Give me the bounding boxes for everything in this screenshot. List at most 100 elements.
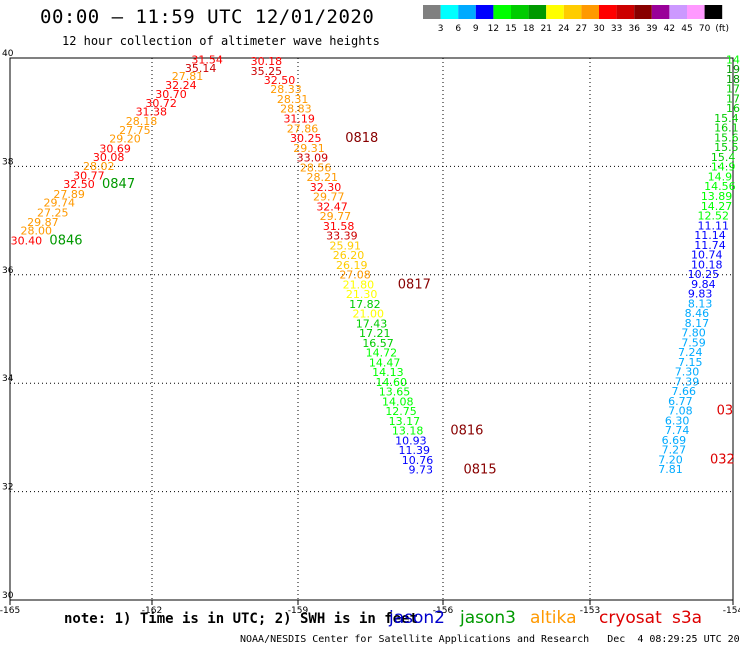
swh-value: 7.39 [675,375,700,388]
swh-value: 28.21 [306,171,338,184]
swh-value: 30.69 [99,142,131,155]
colorbar-label: 12 [488,24,499,34]
swh-value: 9.84 [691,278,716,291]
swh-value: 25.91 [329,239,361,252]
colorbar-swatch [651,5,670,19]
colorbar-swatch [511,5,529,19]
colorbar-label: 33 [611,24,622,34]
colorbar-label: (ft) [715,24,729,34]
colorbar-label: 24 [558,24,570,34]
colorbar-label: 36 [628,24,640,34]
time-label: 03 [717,404,734,419]
swh-value: 28.33 [270,83,302,96]
swh-value: 28.00 [21,225,53,238]
swh-value: 16 [726,102,740,115]
colorbar-swatch [475,5,494,19]
swh-value: 28.31 [277,93,309,106]
swh-value: 7.59 [681,336,706,349]
swh-value: 30.18 [251,55,283,68]
track-b: 30.1835.2532.5028.3328.3128.8331.1927.86… [251,55,497,478]
swh-value: 27.75 [119,124,151,137]
swh-value: 14.72 [366,347,398,360]
swh-value: 9.83 [688,288,713,301]
swh-value: 18 [726,73,740,86]
colorbar-swatch [669,5,687,19]
colorbar-label: 21 [540,24,551,34]
swh-value: 28.02 [83,160,115,173]
swh-value: 30.08 [93,151,125,164]
colorbar-swatch [634,5,652,19]
x-tick-label: -154 [723,606,740,616]
swh-value: 32.24 [165,79,197,92]
swh-value: 21.30 [346,288,378,301]
swh-value: 14.08 [382,395,414,408]
swh-value: 6.30 [665,414,690,427]
chart-subtitle: 12 hour collection of altimeter wave hei… [62,34,380,48]
swh-value: 33.39 [326,230,358,243]
swh-value: 13.18 [392,425,424,438]
swh-value: 12.75 [385,405,417,418]
swh-value: 27.25 [37,206,69,219]
swh-value: 27.08 [339,269,371,282]
swh-value: 7.74 [665,424,690,437]
swh-value: 13.89 [701,190,733,203]
track-a: 31.5435.1427.8132.2430.7030.7231.3828.18… [11,53,223,248]
colorbar-swatch [704,5,723,19]
swh-value: 30.40 [11,234,43,247]
colorbar-label: 6 [455,24,461,34]
note-text: note: 1) Time is in UTC; 2) SWH is in fe… [64,611,419,627]
colorbar-swatch [581,5,599,19]
colorbar-swatch [440,5,459,19]
swh-value: 19 [726,63,740,76]
swh-value: 30.70 [155,88,187,101]
x-tick-label: -165 [0,606,20,616]
swh-value: 30.72 [145,97,177,110]
swh-value: 11.11 [698,219,730,232]
x-tick-label: -162 [142,606,162,616]
swh-value: 29.20 [109,133,141,146]
swh-value: 35.25 [251,65,283,78]
swh-value: 32.50 [63,178,95,191]
swh-value: 29.87 [27,216,59,229]
legend-altika: altika [530,608,577,628]
colorbar-label: 70 [699,24,711,34]
y-tick-label: 38 [2,157,14,167]
swh-value: 29.77 [313,191,345,204]
swh-value: 7.66 [671,385,696,398]
colorbar-swatch [563,5,582,19]
y-tick-label: 30 [2,591,14,601]
swh-value: 31.19 [283,112,315,125]
colorbar-swatch [423,5,441,19]
swh-value: 8.17 [685,317,710,330]
swh-value: 7.30 [675,366,700,379]
legend-cryosat: cryosat [599,608,662,628]
colorbar-swatch [458,5,476,19]
swh-value: 7.24 [678,346,703,359]
swh-value: 29.77 [320,210,352,223]
y-tick-label: 34 [2,374,14,384]
swh-value: 28.56 [300,161,332,174]
swh-value: 21.80 [343,278,375,291]
swh-value: 17 [726,83,740,96]
colorbar-label: 15 [505,24,516,34]
swh-value: 31.54 [191,53,223,66]
colorbar-swatch [687,5,705,19]
swh-value: 28.83 [280,103,312,116]
swh-value: 13.65 [379,386,411,399]
swh-value: 14.60 [375,376,407,389]
swh-value: 7.20 [658,453,683,466]
swh-value: 12.52 [698,210,730,223]
swh-value: 11.14 [694,229,726,242]
swh-value: 8.46 [685,307,710,320]
y-tick-label: 40 [2,49,14,59]
swh-value: 31.38 [136,105,168,118]
colorbar-label: 3 [438,24,444,34]
colorbar: 3 6 9 12 15 18 21 24 27 30 33 36 39 42 45 70 (ft) [423,5,729,34]
track-c: 14191817171615.416.115.615.515.414.914.9… [658,53,740,476]
swh-value: 17.82 [349,298,381,311]
swh-value: 27.89 [53,188,85,201]
swh-value: 32.30 [310,181,342,194]
swh-value: 15.4 [714,112,739,125]
